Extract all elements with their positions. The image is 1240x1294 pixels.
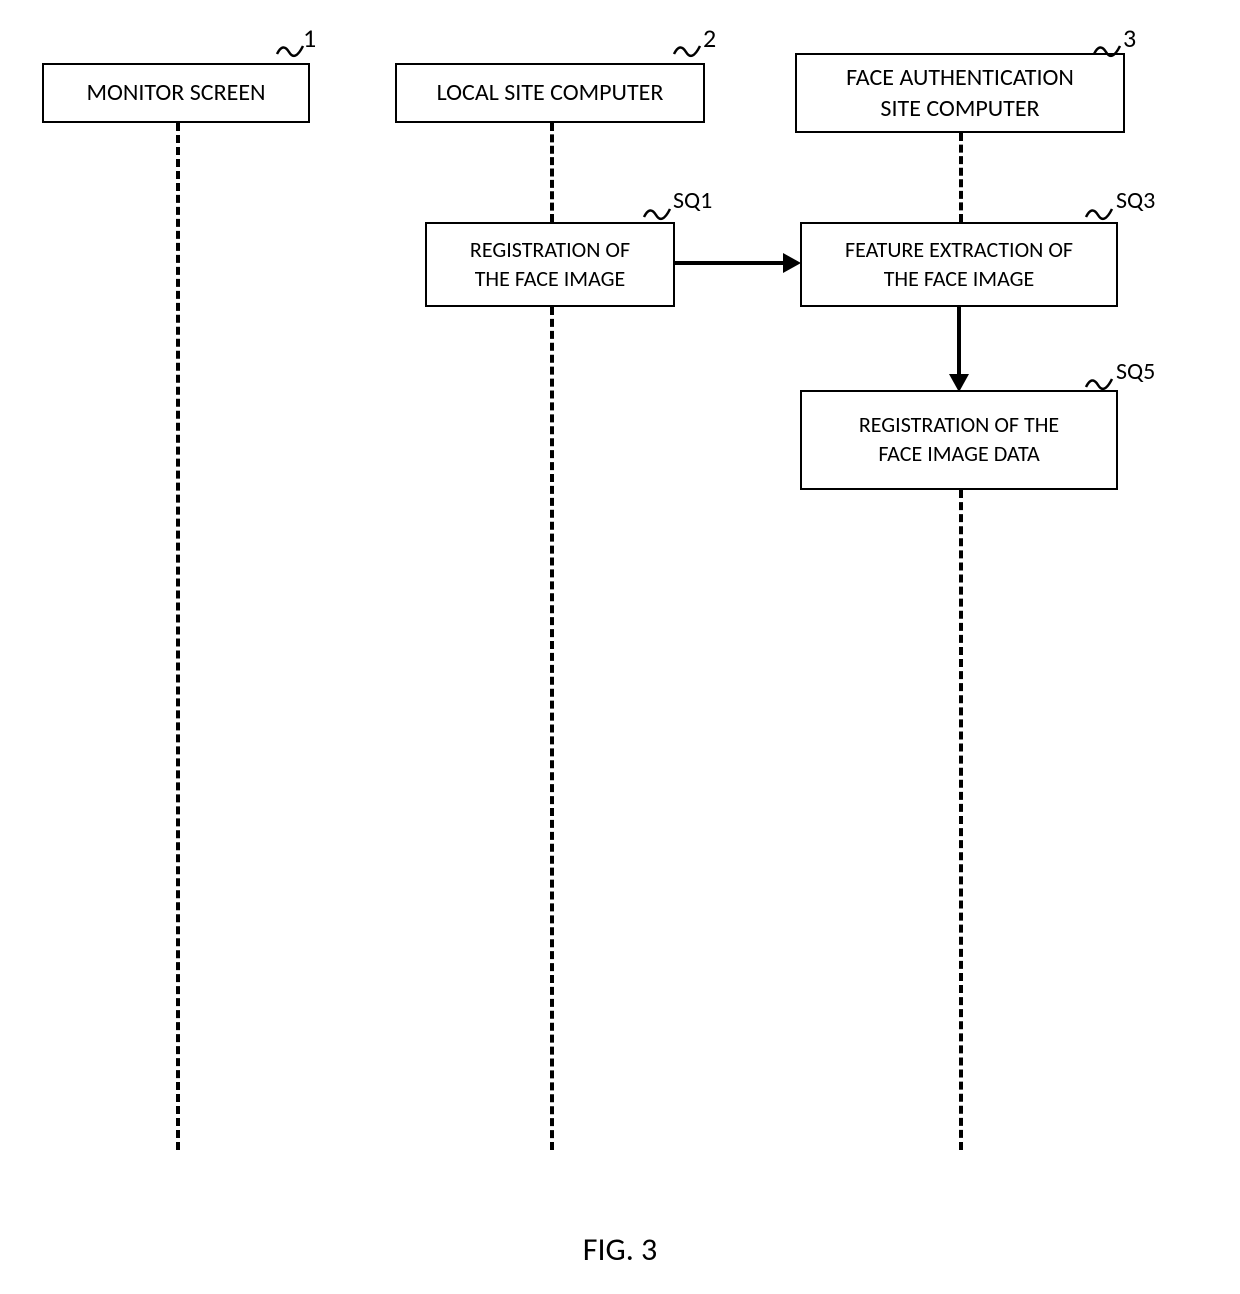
arrow-sq3-sq5 — [957, 307, 961, 374]
figure-caption: FIG. 3 — [0, 1230, 1240, 1269]
step-sq5: REGISTRATION OF THE FACE IMAGE DATA — [800, 390, 1118, 490]
actor-ref-3: 3 — [1123, 22, 1136, 54]
sequence-diagram: MONITOR SCREEN 1 LOCAL SITE COMPUTER 2 F… — [0, 0, 1240, 1294]
actor-label: MONITOR SCREEN — [86, 77, 265, 108]
arrow-head-down-icon — [949, 374, 969, 392]
arrow-sq1-sq3 — [675, 261, 783, 265]
step-label: REGISTRATION OF THE FACE IMAGE DATA — [859, 411, 1059, 468]
step-sq1: REGISTRATION OF THE FACE IMAGE — [425, 222, 675, 307]
squiggle-icon — [672, 40, 702, 60]
squiggle-icon — [1084, 203, 1114, 223]
step-sq3: FEATURE EXTRACTION OF THE FACE IMAGE — [800, 222, 1118, 307]
squiggle-icon — [642, 203, 672, 223]
arrow-head-right-icon — [783, 253, 801, 273]
step-label: REGISTRATION OF THE FACE IMAGE — [470, 236, 630, 293]
actor-face-auth-site-computer: FACE AUTHENTICATION SITE COMPUTER — [795, 53, 1125, 133]
lifeline-monitor — [176, 123, 180, 1150]
step-label: FEATURE EXTRACTION OF THE FACE IMAGE — [845, 236, 1073, 293]
actor-label: FACE AUTHENTICATION SITE COMPUTER — [846, 62, 1074, 124]
squiggle-icon — [1084, 373, 1114, 393]
actor-ref-2: 2 — [703, 22, 716, 54]
lifeline-faceauth-top — [959, 133, 963, 222]
squiggle-icon — [275, 40, 305, 60]
actor-label: LOCAL SITE COMPUTER — [437, 77, 664, 108]
actor-local-site-computer: LOCAL SITE COMPUTER — [395, 63, 705, 123]
step-ref-sq1: SQ1 — [673, 186, 712, 215]
step-ref-sq5: SQ5 — [1116, 357, 1155, 386]
lifeline-faceauth-bottom — [959, 490, 963, 1150]
actor-monitor-screen: MONITOR SCREEN — [42, 63, 310, 123]
squiggle-icon — [1092, 40, 1122, 60]
lifeline-local-bottom — [550, 307, 554, 1150]
step-ref-sq3: SQ3 — [1116, 186, 1155, 215]
lifeline-local-top — [550, 123, 554, 222]
